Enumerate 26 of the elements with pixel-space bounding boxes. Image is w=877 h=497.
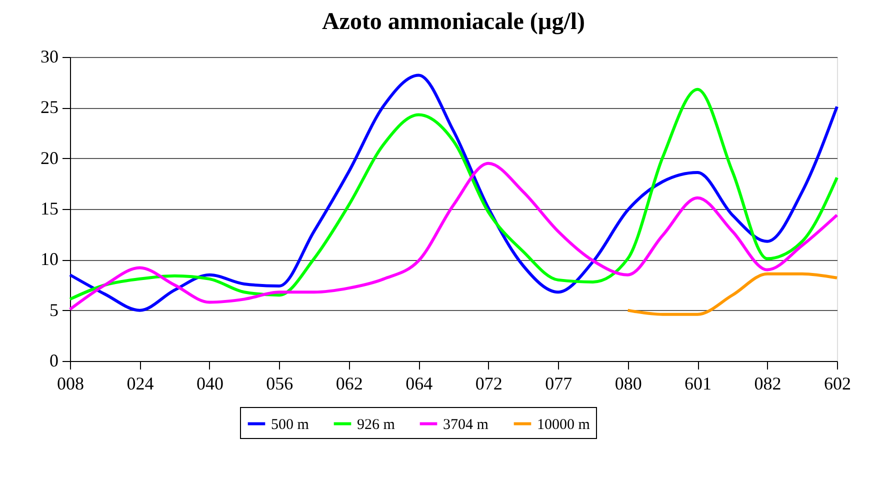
legend-label: 926 m	[357, 416, 396, 433]
x-tick-label: 072	[475, 374, 502, 394]
x-tick-label: 080	[614, 374, 642, 394]
chart-title: Azoto ammoniacale (µg/l)	[322, 9, 586, 35]
x-tick-label: 077	[545, 374, 572, 394]
line-series	[626, 272, 838, 316]
x-tick-label: 008	[57, 374, 84, 394]
x-tick-label: 062	[336, 374, 363, 394]
y-tick-label: 0	[50, 350, 58, 370]
y-tick-label: 30	[40, 46, 58, 66]
x-tick-label: 601	[684, 374, 712, 394]
legend-label: 10000 m	[537, 416, 590, 433]
y-tick-label: 10	[40, 249, 58, 270]
legend-label: 500 m	[271, 416, 310, 433]
y-tick-label: 15	[40, 198, 58, 218]
y-tick-label: 20	[40, 148, 58, 168]
x-tick-label: 082	[754, 374, 782, 394]
y-tick-label: 5	[50, 300, 58, 320]
x-tick-label: 064	[406, 374, 433, 394]
x-tick-label: 024	[126, 374, 154, 394]
x-tick-label: 040	[196, 374, 224, 394]
x-tick-label: 602	[824, 374, 851, 394]
line-series	[68, 162, 838, 311]
x-tick-label: 056	[266, 374, 294, 394]
y-tick-label: 25	[40, 97, 58, 118]
legend-label: 3704 m	[443, 416, 489, 433]
